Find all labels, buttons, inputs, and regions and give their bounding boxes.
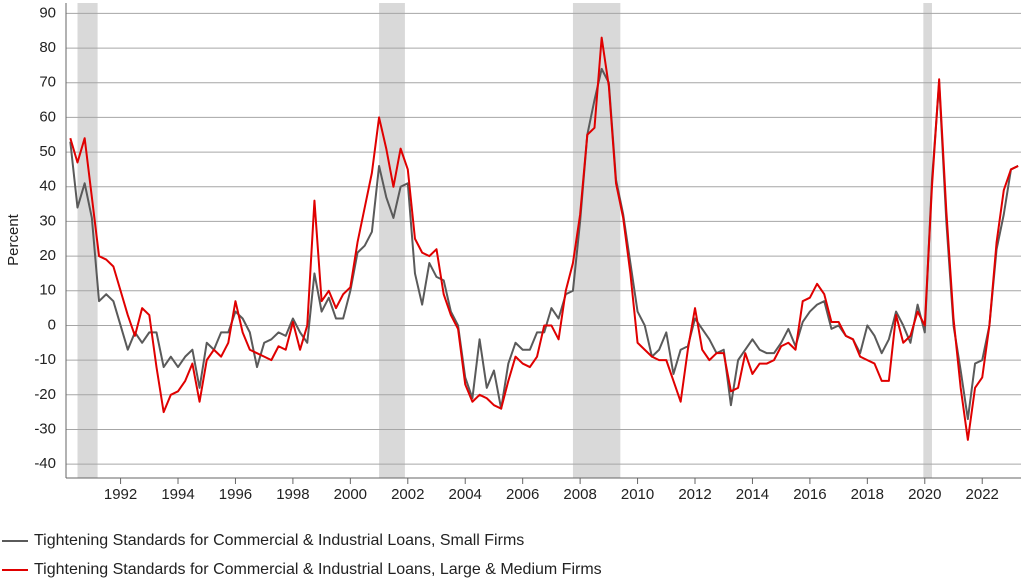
x-tick-label: 2006: [506, 486, 539, 503]
x-tick-label: 2012: [678, 486, 711, 503]
recession-band: [923, 3, 932, 478]
recession-band: [379, 3, 405, 478]
x-tick-label: 2008: [563, 486, 596, 503]
y-tick-label: 80: [39, 39, 56, 56]
series-line: [69, 67, 1019, 421]
x-tick-label: 1994: [161, 486, 194, 503]
x-tick-label: 2000: [334, 486, 367, 503]
y-tick-label: -10: [34, 351, 56, 368]
x-tick-label: 1992: [104, 486, 137, 503]
y-axis-label: Percent: [5, 213, 22, 266]
legend-label: Tightening Standards for Commercial & In…: [34, 561, 602, 578]
x-tick-label: 2014: [736, 486, 769, 503]
x-tick-label: 1996: [219, 486, 252, 503]
recession-band: [572, 3, 621, 478]
y-tick-label: 90: [39, 4, 56, 21]
series-line: [69, 36, 1019, 441]
legend-label: Tightening Standards for Commercial & In…: [34, 532, 524, 549]
x-tick-label: 2018: [851, 486, 884, 503]
y-tick-label: 40: [39, 178, 56, 195]
x-tick-label: 2016: [793, 486, 826, 503]
x-tick-label: 2004: [449, 486, 482, 503]
x-tick-label: 1998: [276, 486, 309, 503]
y-tick-label: -30: [34, 420, 56, 437]
y-tick-label: 10: [39, 282, 56, 299]
x-tick-label: 2002: [391, 486, 424, 503]
y-tick-label: 0: [48, 316, 56, 333]
x-tick-label: 2010: [621, 486, 654, 503]
y-tick-label: 50: [39, 143, 56, 160]
y-tick-label: 70: [39, 74, 56, 91]
y-tick-label: 30: [39, 212, 56, 229]
y-tick-label: -20: [34, 386, 56, 403]
x-tick-label: 2020: [908, 486, 941, 503]
recession-band: [77, 3, 98, 478]
x-tick-label: 2022: [966, 486, 999, 503]
y-tick-label: 20: [39, 247, 56, 264]
y-tick-label: -40: [34, 455, 56, 472]
y-tick-label: 60: [39, 108, 56, 125]
